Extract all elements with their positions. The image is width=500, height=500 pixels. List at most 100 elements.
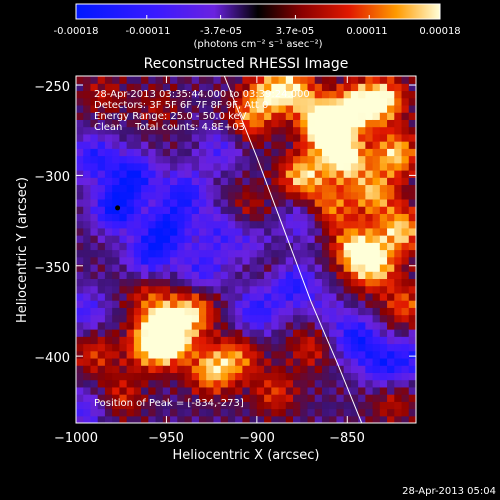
heatmap-cell — [170, 256, 178, 265]
heatmap-cell — [249, 314, 258, 323]
heatmap-cell — [394, 415, 403, 423]
heatmap-cell — [170, 148, 178, 157]
heatmap-cell — [133, 278, 142, 287]
heatmap-cell — [184, 307, 193, 316]
heatmap-cell — [104, 169, 113, 178]
heatmap-cell — [170, 285, 178, 294]
heatmap-cell — [206, 126, 215, 135]
heatmap-cell — [227, 401, 236, 410]
heatmap-cell — [285, 271, 294, 280]
heatmap-cell — [235, 256, 243, 265]
heatmap-cell — [329, 148, 338, 157]
heatmap-cell — [112, 415, 121, 423]
heatmap-cell — [343, 191, 352, 200]
heatmap-cell — [379, 198, 388, 207]
heatmap-cell — [321, 350, 330, 359]
heatmap-cell — [104, 184, 113, 193]
heatmap-cell — [387, 235, 395, 243]
heatmap-cell — [206, 76, 215, 84]
heatmap-cell — [227, 278, 236, 287]
heatmap-cell — [206, 133, 215, 142]
heatmap-cell — [379, 213, 388, 222]
heatmap-cell — [387, 169, 395, 178]
heatmap-cell — [198, 242, 207, 251]
heatmap-cell — [372, 292, 381, 301]
heatmap-cell — [206, 220, 215, 229]
heatmap-cell — [401, 256, 410, 265]
heatmap-cell — [76, 220, 84, 229]
heatmap-cell — [227, 83, 236, 92]
heatmap-cell — [329, 263, 338, 272]
heatmap-cell — [350, 119, 359, 128]
heatmap-cell — [372, 415, 381, 423]
heatmap-cell — [343, 177, 352, 186]
heatmap-cell — [350, 365, 359, 373]
heatmap-cell — [112, 343, 121, 352]
heatmap-cell — [119, 90, 128, 99]
heatmap-cell — [300, 242, 309, 251]
heatmap-cell — [76, 97, 84, 106]
heatmap-cell — [249, 336, 258, 345]
heatmap-cell — [350, 357, 359, 366]
heatmap-cell — [394, 394, 403, 402]
heatmap-cell — [300, 365, 309, 373]
heatmap-cell — [307, 227, 316, 236]
heatmap-cell — [394, 365, 403, 373]
heatmap-cell — [220, 133, 229, 142]
heatmap-cell — [249, 90, 258, 99]
heatmap-cell — [300, 235, 309, 243]
heatmap-cell — [314, 213, 323, 222]
heatmap-cell — [141, 256, 149, 265]
heatmap-cell — [365, 126, 374, 135]
colorbar-ticks — [75, 15, 441, 19]
heatmap-cell — [365, 271, 374, 280]
heatmap-cell — [220, 314, 229, 323]
heatmap-cell — [249, 350, 258, 359]
heatmap-cell — [242, 357, 251, 366]
heatmap-cell — [155, 206, 164, 214]
heatmap-cell — [336, 177, 345, 186]
heatmap-cell — [235, 321, 243, 330]
heatmap-cell — [372, 220, 381, 229]
heatmap-cell — [198, 314, 207, 323]
heatmap-cell — [358, 83, 366, 92]
heatmap-cell — [177, 350, 186, 359]
heatmap-cell — [343, 90, 352, 99]
heatmap-cell — [293, 271, 301, 280]
heatmap-cell — [162, 119, 171, 128]
heatmap-cell — [104, 141, 113, 149]
heatmap-cell — [155, 285, 164, 294]
heatmap-cell — [379, 343, 388, 352]
heatmap-cell — [336, 357, 345, 366]
heatmap-cell — [83, 343, 92, 352]
heatmap-cell — [307, 256, 316, 265]
heatmap-cell — [242, 133, 251, 142]
heatmap-cell — [321, 162, 330, 171]
heatmap-cell — [350, 184, 359, 193]
heatmap-cell — [235, 394, 243, 402]
heatmap-cell — [293, 235, 301, 243]
heatmap-cell — [76, 112, 84, 120]
heatmap-cell — [90, 307, 99, 316]
heatmap-cell — [206, 141, 215, 149]
heatmap-cell — [408, 263, 416, 272]
heatmap-cell — [321, 227, 330, 236]
heatmap-cell — [227, 104, 236, 113]
heatmap-cell — [97, 343, 106, 352]
heatmap-cell — [278, 329, 287, 337]
heatmap-cell — [162, 321, 171, 330]
heatmap-cell — [285, 249, 294, 258]
heatmap-cell — [387, 350, 395, 359]
heatmap-cell — [235, 90, 243, 99]
heatmap-cell — [256, 213, 265, 222]
heatmap-cell — [343, 357, 352, 366]
heatmap-cell — [148, 350, 157, 359]
heatmap-cell — [293, 379, 301, 388]
heatmap-cell — [321, 90, 330, 99]
heatmap-cell — [372, 198, 381, 207]
heatmap-cell — [220, 83, 229, 92]
heatmap-cell — [285, 133, 294, 142]
heatmap-cell — [329, 76, 338, 84]
heatmap-cell — [90, 357, 99, 366]
heatmap-cell — [278, 365, 287, 373]
